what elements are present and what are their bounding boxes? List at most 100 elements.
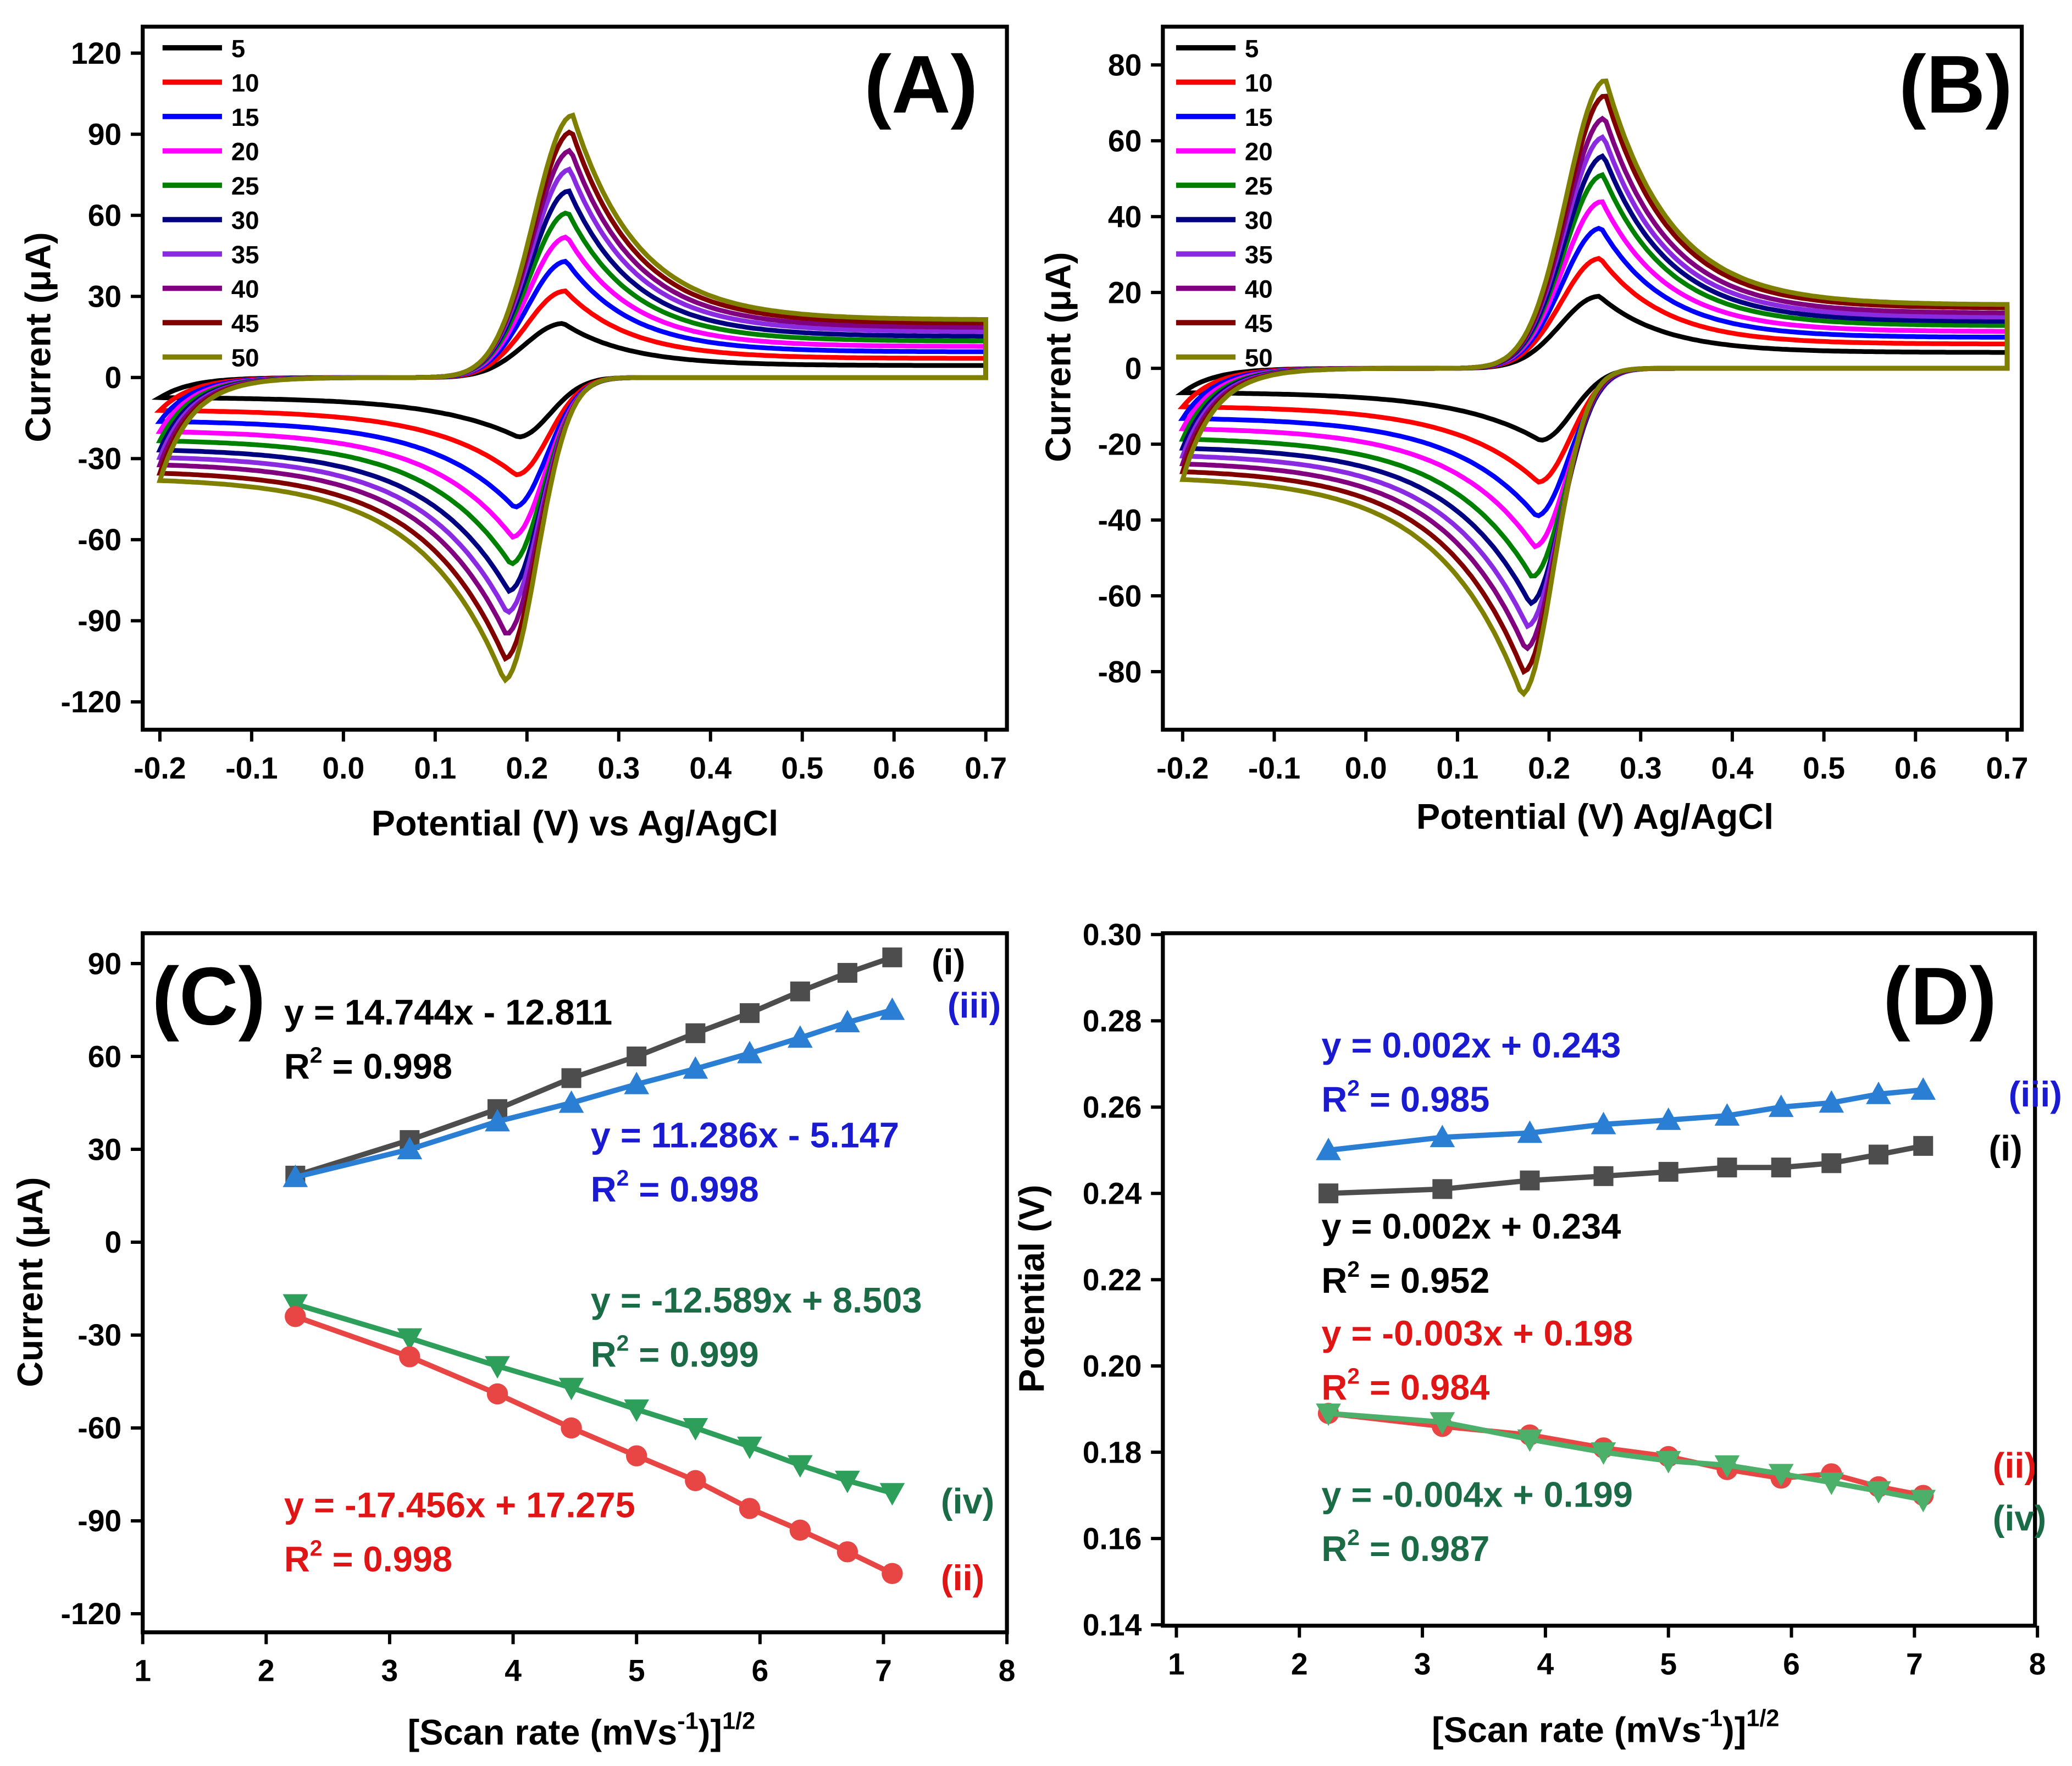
x-axis-label-superscript: -1	[1702, 1705, 1722, 1731]
data-point	[1913, 1136, 1934, 1156]
fit-equation: y = 0.002x + 0.243	[1321, 1025, 1621, 1065]
y-tick-label: 90	[88, 946, 122, 981]
r-squared-symbol: R	[1321, 1529, 1347, 1569]
data-point	[561, 1068, 581, 1088]
data-point	[282, 1164, 308, 1187]
cv-curve-35	[1179, 134, 2010, 630]
r-squared-symbol: R	[1321, 1368, 1347, 1408]
y-tick-label: -30	[77, 1318, 121, 1352]
fit-equation: y = 11.286x - 5.147	[591, 1115, 899, 1155]
data-point	[685, 1023, 706, 1043]
x-axis-label: Potential (V) vs Ag/AgCl	[372, 803, 778, 843]
y-axis-label: Current (μA)	[10, 1177, 50, 1387]
r-squared: R2 = 0.998	[284, 1042, 452, 1086]
plot-frame	[141, 931, 1009, 1635]
data-point	[1821, 1153, 1842, 1173]
panel-label: (B)	[1899, 38, 2013, 130]
cv-curve-50	[157, 112, 988, 684]
data-point	[1430, 1412, 1455, 1435]
x-axis-label-superscript: -1	[677, 1708, 698, 1734]
y-tick-label: -120	[61, 1597, 122, 1631]
x-tick-label: 0.0	[322, 751, 364, 785]
r-squared: R2 = 0.952	[1321, 1256, 1489, 1300]
data-point	[836, 1541, 858, 1563]
x-tick-label: 0.2	[1528, 751, 1570, 785]
x-tick-label: 1	[134, 1654, 151, 1688]
panel-label: (A)	[864, 38, 978, 130]
data-point	[285, 1305, 306, 1327]
x-tick-label: 3	[1414, 1647, 1431, 1681]
x-tick-label: 0.1	[414, 751, 456, 785]
data-point	[397, 1137, 423, 1160]
panel-c: 1 2 3 4 5 6 7 8 90 60 30 0 -30 -60 -90 -120 [Scan rate (…	[10, 931, 1016, 1752]
data-point	[739, 1498, 761, 1519]
data-point	[1768, 1094, 1794, 1117]
y-tick-label: 0	[104, 361, 121, 395]
y-axis-label: Current (μA)	[1038, 252, 1078, 462]
series-iv: y = -12.589x + 8.503 R2 = 0.999 (iv)	[282, 1280, 994, 1521]
data-point	[1717, 1158, 1737, 1178]
y-tick-label: 0.26	[1083, 1090, 1142, 1124]
data-point	[1910, 1490, 1936, 1513]
fit-equation: y = -0.004x + 0.199	[1321, 1474, 1633, 1514]
data-point	[739, 1003, 760, 1023]
data-point	[1593, 1166, 1614, 1186]
data-point	[1318, 1183, 1339, 1204]
r-squared-value: = 0.987	[1360, 1529, 1489, 1569]
legend-label: 30	[231, 206, 259, 234]
data-point	[1517, 1120, 1543, 1143]
legend-label: 5	[231, 35, 245, 63]
data-point	[788, 1025, 813, 1048]
cv-curve-30	[1179, 153, 2010, 607]
data-point	[1591, 1111, 1616, 1134]
x-tick-label: 5	[628, 1654, 645, 1688]
data-point	[837, 962, 857, 983]
fit-equation: y = -0.003x + 0.198	[1321, 1313, 1633, 1353]
x-tick-label: 7	[875, 1654, 892, 1688]
data-point	[1432, 1179, 1453, 1199]
x-tick-label: 0.7	[1986, 751, 2029, 785]
data-point	[1714, 1103, 1740, 1126]
series-label: (iii)	[2009, 1074, 2062, 1114]
data-point	[882, 1563, 903, 1584]
y-tick-label: 30	[88, 1132, 122, 1166]
data-point	[1768, 1464, 1794, 1487]
y-tick-label: 40	[1108, 200, 1142, 234]
data-point	[1430, 1125, 1455, 1148]
r-squared-superscript: 2	[1347, 1256, 1360, 1282]
plot-frame	[1161, 931, 2037, 1628]
x-tick-label: 8	[999, 1654, 1016, 1688]
series-label: (i)	[932, 942, 965, 982]
y-tick-label: -30	[77, 442, 121, 476]
data-point	[282, 1294, 308, 1317]
data-point	[737, 1040, 762, 1064]
legend-label: 50	[1245, 344, 1273, 372]
x-axis-label-part: )]	[1722, 1709, 1746, 1750]
r-squared: R2 = 0.998	[284, 1535, 452, 1579]
cv-curve-20	[1178, 199, 2010, 550]
data-point	[561, 1417, 582, 1439]
data-point	[1520, 1170, 1540, 1191]
y-tick-label: 0	[1125, 351, 1142, 385]
r-squared-symbol: R	[284, 1539, 310, 1579]
data-point	[683, 1056, 708, 1079]
panel-b: -0.2 -0.1 0.0 0.1 0.2 0.3 0.4 0.5 0.6 0.7 80 60 40 20…	[1038, 24, 2029, 837]
y-tick-label: 0.30	[1083, 917, 1142, 951]
y-tick-label: 0.22	[1083, 1263, 1142, 1297]
data-point	[683, 1418, 708, 1441]
r-squared-symbol: R	[591, 1169, 617, 1209]
y-tick-label: 0.14	[1083, 1608, 1142, 1642]
series-label: (i)	[1989, 1128, 2023, 1168]
y-tick-label: 60	[88, 1039, 122, 1073]
r-squared: R2 = 0.998	[591, 1165, 759, 1209]
x-tick-label: 0.4	[689, 751, 732, 785]
x-tick-label: 4	[505, 1654, 522, 1688]
r-squared-symbol: R	[591, 1334, 617, 1374]
x-tick-label: 6	[751, 1654, 768, 1688]
data-point	[1517, 1429, 1543, 1452]
legend-label: 45	[231, 309, 259, 337]
legend-label: 35	[1245, 241, 1273, 269]
